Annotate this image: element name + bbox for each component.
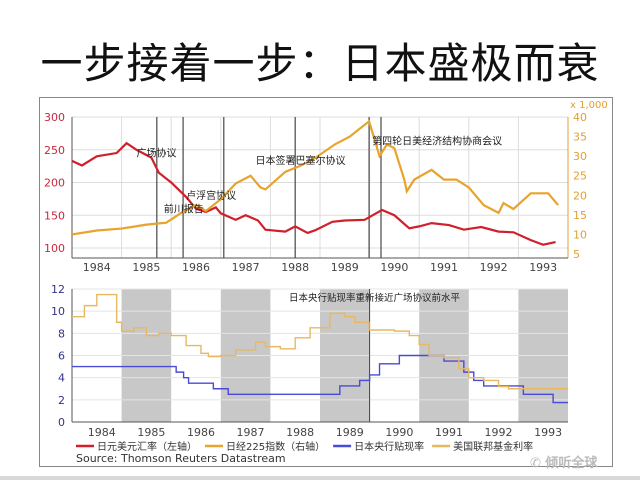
x-tick-label: 1992 <box>485 426 513 439</box>
legend-label: 美国联邦基金利率 <box>453 440 533 453</box>
x-tick-label: 1991 <box>435 426 463 439</box>
x-tick-label: 1987 <box>237 426 265 439</box>
series-line-0 <box>72 354 568 404</box>
source-note: Source: Thomson Reuters Datastream <box>76 452 286 465</box>
x-tick-label: 1987 <box>232 261 260 274</box>
watermark-logo: ✆ 倾听全球 <box>530 456 598 471</box>
x-tick-label: 1992 <box>480 261 508 274</box>
x-tick-label: 1984 <box>83 261 111 274</box>
event-annotation: 卢浮宫协议 <box>186 189 236 202</box>
x-tick-label: 1984 <box>88 426 116 439</box>
x-tick-label: 1986 <box>187 426 215 439</box>
x-tick-label: 1988 <box>281 261 309 274</box>
y-axis-tick-label: 10 <box>51 305 65 318</box>
watermark-text: 倾听全球 <box>545 456 598 471</box>
left-axis-tick-label: 300 <box>44 111 65 124</box>
right-axis-tick-label: 35 <box>573 131 587 144</box>
right-axis-tick-label: 15 <box>573 209 587 222</box>
left-axis-tick-label: 150 <box>44 209 65 222</box>
right-axis-unit: x 1,000 <box>570 100 608 111</box>
y-axis-tick-label: 6 <box>58 350 65 363</box>
slide-edge <box>0 476 640 480</box>
x-tick-label: 1990 <box>380 261 408 274</box>
y-axis-tick-label: 4 <box>58 372 65 385</box>
x-tick-label: 1989 <box>336 426 364 439</box>
y-axis-tick-label: 0 <box>58 416 65 429</box>
y-axis-tick-label: 12 <box>51 283 65 296</box>
series-line-0 <box>71 141 556 246</box>
left-axis-tick-label: 200 <box>44 177 65 190</box>
right-axis-tick-label: 25 <box>573 170 587 183</box>
event-annotation: 广场协议 <box>136 146 176 159</box>
series-line-1 <box>71 119 559 236</box>
chart-annotation: 日本央行贴现率重新接近广场协议前水平 <box>289 292 461 304</box>
right-axis-tick-label: 5 <box>573 248 580 261</box>
x-tick-label: 1993 <box>534 426 562 439</box>
x-tick-label: 1988 <box>286 426 314 439</box>
series-line-1 <box>72 293 568 390</box>
right-axis-tick-label: 40 <box>573 111 587 124</box>
slide-title: 一步接着一步：日本盛极而衰 <box>40 39 600 88</box>
legend-label: 日本央行贴现率 <box>354 440 424 453</box>
event-annotation: 第四轮日美经济结构协商会议 <box>372 135 502 148</box>
left-axis-tick-label: 100 <box>44 242 65 255</box>
event-annotation: 日本签署巴塞尔协议 <box>256 154 346 167</box>
legend-label: 日元美元汇率（左轴） <box>97 440 197 453</box>
x-tick-label: 1985 <box>132 261 160 274</box>
x-tick-label: 1990 <box>385 426 413 439</box>
right-axis-tick-label: 30 <box>573 150 587 163</box>
y-axis-tick-label: 8 <box>58 327 65 340</box>
x-tick-label: 1989 <box>331 261 359 274</box>
event-annotation: 前川报告 <box>164 203 204 216</box>
left-axis-tick-label: 250 <box>44 144 65 157</box>
y-axis-tick-label: 2 <box>58 394 65 407</box>
right-axis-tick-label: 20 <box>573 189 587 202</box>
x-tick-label: 1986 <box>182 261 210 274</box>
x-tick-label: 1985 <box>137 426 165 439</box>
x-tick-label: 1993 <box>529 261 557 274</box>
right-axis-tick-label: 10 <box>573 228 587 241</box>
x-tick-label: 1991 <box>430 261 458 274</box>
legend-label: 日经225指数（右轴） <box>226 440 325 453</box>
